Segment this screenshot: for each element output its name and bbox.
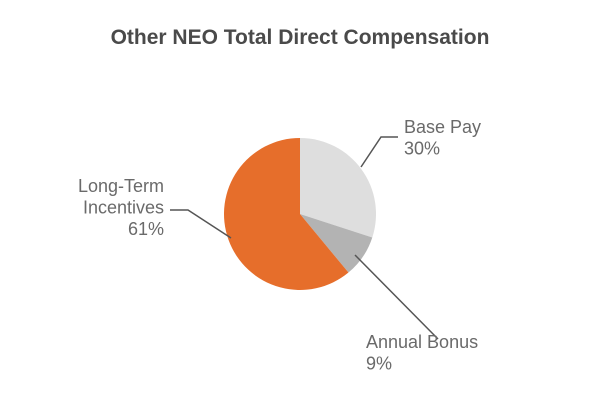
- slice-name-annual-bonus: Annual Bonus: [366, 332, 478, 352]
- pie-slice-long-term-incentives: [223, 138, 349, 291]
- leader-line-annual-bonus: [354, 254, 439, 340]
- slice-value-annual-bonus: 9%: [366, 354, 392, 374]
- pie-slice-base-pay: [300, 138, 377, 238]
- slice-name-long-term-incentives: Incentives: [83, 198, 164, 218]
- slice-label-annual-bonus: Annual Bonus 9%: [366, 332, 478, 374]
- slice-value-base-pay: 30%: [404, 139, 440, 159]
- slice-label-base-pay: Base Pay 30%: [404, 117, 481, 159]
- slice-name-long-term-incentives: Long-Term: [78, 176, 164, 196]
- slice-name-base-pay: Base Pay: [404, 117, 481, 137]
- pie-slice-annual-bonus: [300, 214, 373, 273]
- leader-line-base-pay: [360, 136, 398, 168]
- chart-title: Other NEO Total Direct Compensation: [110, 26, 490, 49]
- slice-value-long-term-incentives: 61%: [128, 219, 164, 239]
- leader-line-long-term-incentives: [170, 209, 232, 239]
- slice-label-long-term-incentives: Long-Term Incentives 61%: [78, 176, 164, 239]
